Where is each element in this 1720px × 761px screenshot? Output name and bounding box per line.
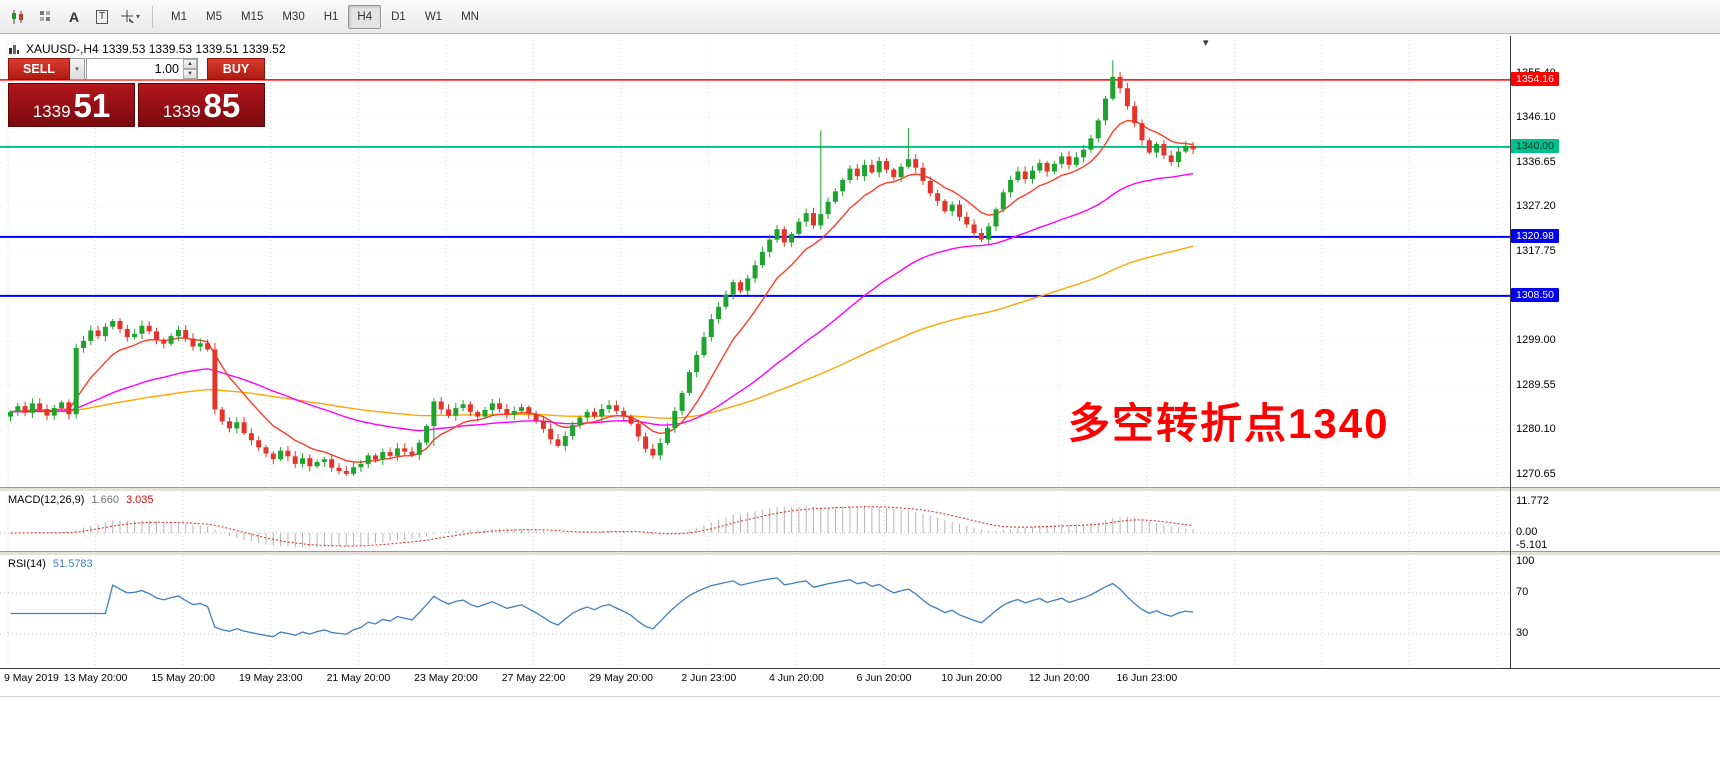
macd-axis-label: 11.772 [1516, 495, 1549, 507]
volume-field-wrap: ▲ ▼ [86, 58, 198, 80]
price-line-badge: 1320.98 [1511, 228, 1559, 243]
price-axis-divider [1510, 36, 1511, 668]
cursor-tools-button[interactable]: ▾ [117, 4, 143, 30]
price-line-badge: 1308.50 [1511, 287, 1559, 302]
volume-stepper: ▲ ▼ [183, 59, 197, 79]
crosshair-icon [120, 10, 134, 23]
time-axis-label: 15 May 20:00 [151, 672, 216, 684]
trade-panel-prices: 1339 51 1339 85 [8, 83, 268, 127]
chevron-down-icon: ▾ [135, 12, 140, 21]
price-axis-label: 1289.55 [1516, 378, 1556, 391]
time-axis-label: 23 May 20:00 [414, 672, 478, 684]
time-axis-label: 6 Jun 20:00 [856, 672, 912, 684]
chart-annotation: 多空转折点1340 [1068, 400, 1390, 447]
time-axis-divider [0, 668, 1720, 669]
tf-button-h1[interactable]: H1 [323, 10, 339, 23]
chart-shift-marker[interactable]: ▾ [1203, 37, 1209, 49]
time-axis-label: 29 May 20:00 [589, 672, 654, 684]
text-label-button[interactable]: T [89, 4, 115, 30]
pane-separator[interactable] [0, 551, 1720, 556]
time-axis[interactable]: 9 May 2019 13 May 20:00 15 May 20:00 19 May… [0, 669, 1720, 695]
time-axis-label: 16 Jun 23:00 [1116, 672, 1178, 684]
toolbar-separator [152, 5, 153, 28]
spin-down-icon[interactable]: ▼ [183, 69, 197, 79]
chart-candlestick-button[interactable] [5, 4, 31, 30]
tf-button-m30[interactable]: M30 [282, 10, 305, 23]
text-label-icon: T [95, 9, 109, 24]
toolbar: A T ▾ M1 M5 M15 M30 H1 H4 D1 W1 MN [0, 0, 1720, 34]
time-axis-label: 19 May 23:00 [238, 672, 303, 684]
tf-button-m15[interactable]: M15 [240, 10, 264, 23]
tf-button-mn[interactable]: MN [461, 10, 479, 23]
rsi-name: RSI(14) [8, 558, 46, 570]
chart-symbol-icon [9, 45, 19, 54]
sell-button[interactable]: SELL [8, 58, 70, 80]
tf-button-m5[interactable]: M5 [205, 10, 222, 23]
price-axis[interactable]: 1355.401346.101336.651327.201317.751299.… [1511, 36, 1720, 668]
trade-panel-row: SELL ▾ ▲ ▼ BUY [8, 58, 268, 80]
tf-button-w1[interactable]: W1 [424, 10, 443, 23]
time-axis-label: 9 May 2019 [4, 672, 59, 684]
price-axis-label: 1336.65 [1516, 155, 1556, 168]
buy-price-large: 85 [203, 87, 241, 124]
price-line-badge: 1354.16 [1511, 71, 1559, 86]
tf-button-h4[interactable]: H4 [348, 4, 382, 29]
macd-name: MACD(12,26,9) [8, 494, 85, 506]
chart-header-text: XAUUSD-,H4 1339.53 1339.53 1339.51 1339.… [26, 42, 286, 56]
pane-separator[interactable] [0, 487, 1720, 492]
spin-up-icon[interactable]: ▲ [183, 59, 197, 69]
chart-area[interactable] [0, 36, 1510, 668]
time-axis-label: 2 Jun 23:00 [681, 672, 737, 684]
rsi-axis-label: 70 [1516, 586, 1529, 598]
window-bottom-edge [0, 696, 1720, 697]
price-axis-label: 1317.75 [1516, 245, 1556, 258]
chart-candlestick-icon [12, 9, 23, 24]
buy-price-box[interactable]: 1339 85 [138, 83, 265, 127]
sell-price-box[interactable]: 1339 51 [8, 83, 135, 127]
text-annotation-icon: A [68, 8, 80, 25]
text-annotation-button[interactable]: A [61, 4, 87, 30]
buy-price-prefix: 1339 [162, 102, 201, 121]
one-click-trade-panel: SELL ▾ ▲ ▼ BUY 1339 51 1339 85 [8, 58, 268, 127]
time-axis-label: 4 Jun 20:00 [768, 672, 824, 684]
price-axis-label: 1299.00 [1516, 333, 1556, 346]
macd-axis-label: -5.101 [1516, 539, 1548, 552]
price-axis-label: 1346.10 [1516, 111, 1556, 123]
time-axis-label: 13 May 20:00 [63, 672, 128, 684]
rsi-label: RSI(14) 51.5783 [8, 558, 93, 570]
time-axis-label: 21 May 20:00 [326, 672, 391, 684]
volume-input[interactable] [86, 58, 198, 80]
macd-axis-label: 0.00 [1516, 526, 1538, 538]
rsi-axis-label: 100 [1516, 555, 1535, 568]
price-axis-label: 1270.65 [1516, 468, 1556, 481]
macd-signal-value: 3.035 [125, 494, 154, 506]
price-line-badge: 1340.00 [1511, 138, 1559, 153]
time-axis-label: 10 Jun 20:00 [941, 672, 1002, 684]
buy-button[interactable]: BUY [207, 58, 265, 80]
rsi-value: 51.5783 [52, 558, 93, 570]
price-axis-label: 1327.20 [1516, 200, 1556, 213]
sell-price-prefix: 1339 [32, 102, 71, 121]
chevron-down-icon: ▾ [75, 66, 79, 73]
tf-button-d1[interactable]: D1 [391, 10, 406, 23]
chart-header: XAUUSD-,H4 1339.53 1339.53 1339.51 1339.… [8, 42, 286, 56]
time-axis-label: 27 May 22:00 [501, 672, 566, 684]
tf-button-m1[interactable]: M1 [171, 10, 187, 23]
macd-label: MACD(12,26,9) 1.660 3.035 [8, 494, 153, 506]
sell-dropdown-button[interactable]: ▾ [70, 58, 85, 80]
macd-main-value: 1.660 [91, 494, 119, 506]
rsi-axis-label: 30 [1516, 627, 1529, 639]
time-axis-label: 12 Jun 20:00 [1028, 672, 1090, 684]
indicators-grid-button[interactable] [33, 4, 59, 30]
sell-price-large: 51 [73, 87, 111, 124]
timeframe-buttons: M1 M5 M15 M30 H1 H4 D1 W1 MN [162, 4, 488, 29]
indicators-grid-icon [40, 10, 50, 21]
price-axis-label: 1280.10 [1516, 423, 1556, 436]
